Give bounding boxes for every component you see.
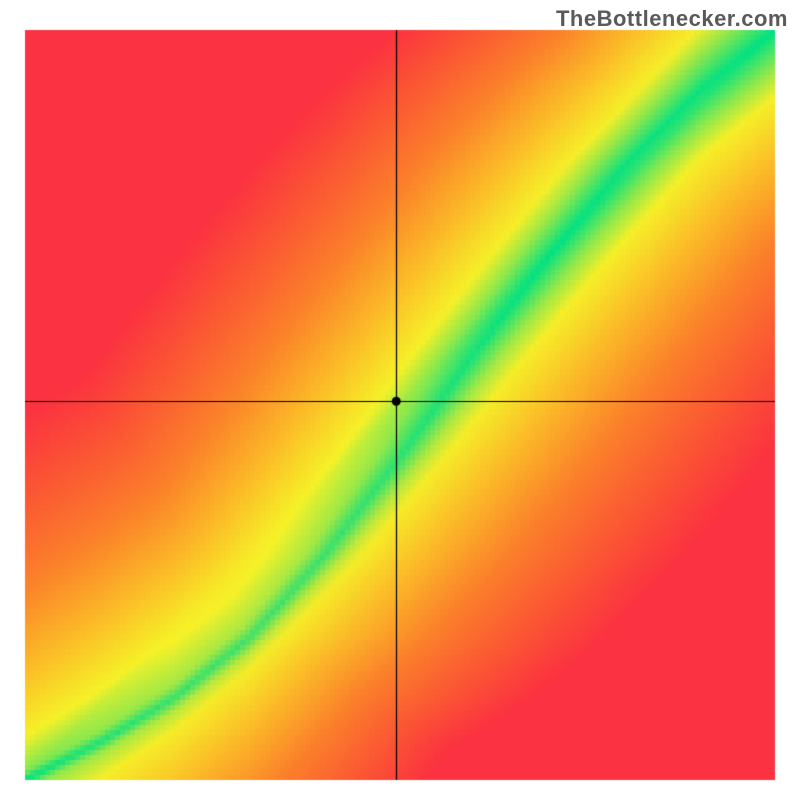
watermark-text: TheBottlenecker.com — [556, 6, 788, 32]
bottleneck-heatmap — [0, 0, 800, 800]
chart-container: { "watermark": { "text": "TheBottlenecke… — [0, 0, 800, 800]
